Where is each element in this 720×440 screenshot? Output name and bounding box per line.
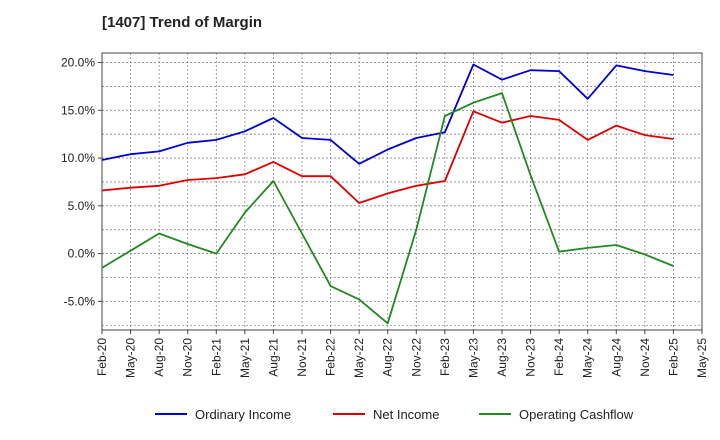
- x-tick-label: Feb-25: [666, 338, 680, 376]
- x-tick-label: May-24: [581, 338, 595, 378]
- x-tick-label: May-25: [695, 338, 709, 378]
- x-tick-label: Feb-23: [438, 338, 452, 376]
- x-tick-label: Aug-24: [609, 338, 623, 377]
- x-tick-label: Nov-22: [409, 338, 423, 377]
- x-tick-label: Aug-22: [381, 338, 395, 377]
- x-tick-label: Nov-21: [295, 338, 309, 377]
- x-tick-label: Feb-20: [95, 338, 109, 376]
- x-tick-label: Aug-20: [152, 338, 166, 377]
- y-tick-label: 15.0%: [61, 103, 95, 117]
- x-tick-label: May-22: [352, 338, 366, 378]
- x-tick-label: Feb-24: [552, 338, 566, 376]
- legend-label-net-income: Net Income: [373, 407, 439, 422]
- x-tick-label: Nov-23: [524, 338, 538, 377]
- x-tick-label: May-23: [466, 338, 480, 378]
- series-line-ordinary-income: [101, 63, 674, 165]
- x-tick-label: Aug-23: [495, 338, 509, 377]
- y-tick-label: 10.0%: [61, 151, 95, 165]
- x-tick-label: Feb-21: [209, 338, 223, 376]
- y-tick-label: 0.0%: [68, 247, 96, 261]
- x-tick-label: Nov-24: [638, 338, 652, 377]
- chart-title: [1407] Trend of Margin: [102, 14, 263, 31]
- y-tick-label: -5.0%: [64, 294, 96, 308]
- y-tick-label: 20.0%: [61, 56, 95, 70]
- series-line-operating-cashflow: [101, 92, 674, 325]
- x-tick-label: Nov-20: [181, 338, 195, 377]
- x-tick-label: May-21: [238, 338, 252, 378]
- series-line-net-income: [101, 110, 674, 204]
- x-tick-label: Feb-22: [324, 338, 338, 376]
- x-tick-label: May-20: [124, 338, 138, 378]
- plot-frame: [101, 52, 703, 331]
- y-tick-label: 5.0%: [68, 199, 96, 213]
- x-tick-label: Aug-21: [266, 338, 280, 377]
- legend-label-ordinary-income: Ordinary Income: [195, 407, 291, 422]
- legend-label-operating-cashflow: Operating Cashflow: [519, 407, 634, 422]
